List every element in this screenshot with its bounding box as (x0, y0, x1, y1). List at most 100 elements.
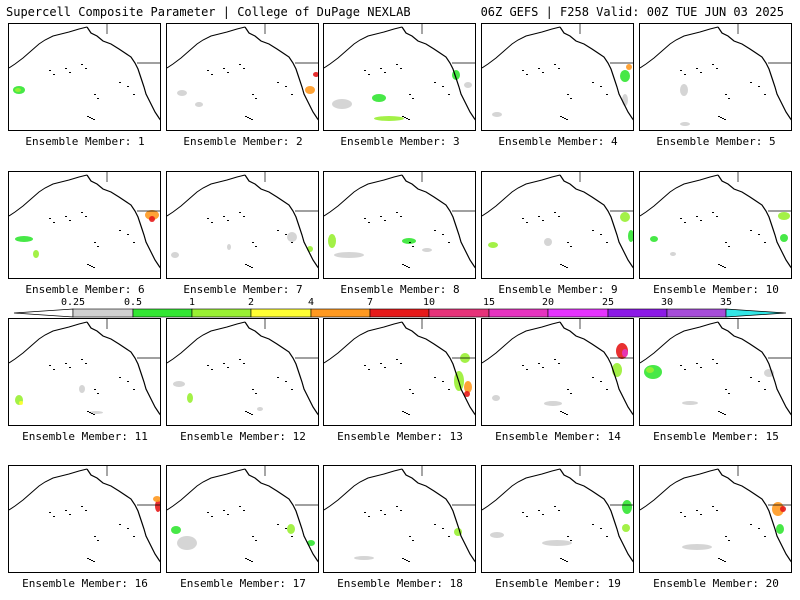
island (211, 516, 213, 517)
island (562, 265, 564, 266)
island (87, 558, 89, 559)
island (718, 411, 720, 412)
island (448, 389, 450, 390)
ensemble-member-map (481, 23, 634, 131)
island (285, 234, 287, 235)
ensemble-member-map (166, 318, 319, 426)
island (722, 560, 724, 561)
island (404, 412, 406, 413)
ensemble-member-label: Ensemble Member: 16 (22, 577, 148, 590)
island (239, 506, 241, 507)
island (69, 220, 71, 221)
island (684, 74, 686, 75)
ensemble-member-label: Ensemble Member: 6 (25, 283, 145, 296)
colorbar-tick-label: 1 (188, 297, 196, 308)
scp-field-area (374, 116, 404, 121)
island (448, 94, 450, 95)
member-map-canvas (640, 24, 791, 126)
island (712, 359, 714, 360)
island (680, 365, 682, 366)
island (53, 369, 55, 370)
island (560, 558, 562, 559)
island (402, 411, 404, 412)
island (522, 70, 524, 71)
island (542, 220, 544, 221)
island (252, 242, 254, 243)
island (542, 72, 544, 73)
island (434, 82, 436, 83)
scp-field-area (307, 540, 315, 546)
island (119, 524, 121, 525)
island (409, 536, 411, 537)
island (554, 212, 556, 213)
island (239, 212, 241, 213)
north-america-coastline (244, 26, 318, 121)
island (243, 68, 245, 69)
siberia-coastline (640, 174, 719, 217)
island (566, 414, 568, 415)
island (764, 242, 766, 243)
member-map-canvas (167, 319, 318, 416)
ensemble-member-label: Ensemble Member: 12 (180, 430, 306, 443)
member-map-canvas (9, 466, 160, 563)
ensemble-member-map (639, 465, 792, 573)
island (227, 220, 229, 221)
island (712, 212, 714, 213)
member-map-canvas (9, 24, 160, 121)
island (91, 413, 93, 414)
island (396, 506, 398, 507)
island (554, 359, 556, 360)
scp-field-area (650, 236, 658, 242)
island (412, 393, 414, 394)
island (716, 363, 718, 364)
island (758, 528, 760, 529)
island (600, 234, 602, 235)
north-america-coastline (244, 174, 318, 269)
island (406, 560, 408, 561)
island (684, 516, 686, 517)
island (97, 246, 99, 247)
island (53, 74, 55, 75)
island (93, 561, 95, 562)
ensemble-member-map (639, 171, 792, 279)
island (716, 216, 718, 217)
island (368, 74, 370, 75)
island (600, 528, 602, 529)
island (252, 389, 254, 390)
island (728, 393, 730, 394)
ensemble-member-map (323, 171, 476, 279)
scp-field-area (772, 502, 784, 516)
island (700, 367, 702, 368)
scp-field-area (542, 540, 572, 546)
colorbar-tick-label: 0.5 (123, 297, 143, 308)
ensemble-member-map (166, 465, 319, 573)
island (560, 116, 562, 117)
island (724, 414, 726, 415)
island (368, 222, 370, 223)
member-map-canvas (324, 319, 475, 416)
island (412, 246, 414, 247)
scp-field-area (332, 99, 352, 109)
island (207, 218, 209, 219)
island (291, 242, 293, 243)
island (133, 536, 135, 537)
island (560, 264, 562, 265)
island (119, 82, 121, 83)
island (402, 558, 404, 559)
island (223, 510, 225, 511)
ensemble-member-label: Ensemble Member: 9 (498, 283, 618, 296)
ensemble-member-map (8, 23, 161, 131)
island (606, 242, 608, 243)
island (252, 94, 254, 95)
island (89, 265, 91, 266)
island (291, 389, 293, 390)
ensemble-member-label: Ensemble Member: 1 (25, 135, 145, 148)
island (409, 389, 411, 390)
scp-field-area (488, 242, 498, 248)
north-america-coastline (559, 26, 633, 121)
island (384, 367, 386, 368)
island (680, 512, 682, 513)
north-america-coastline (717, 174, 791, 269)
scp-field-area (622, 524, 630, 532)
island (696, 363, 698, 364)
